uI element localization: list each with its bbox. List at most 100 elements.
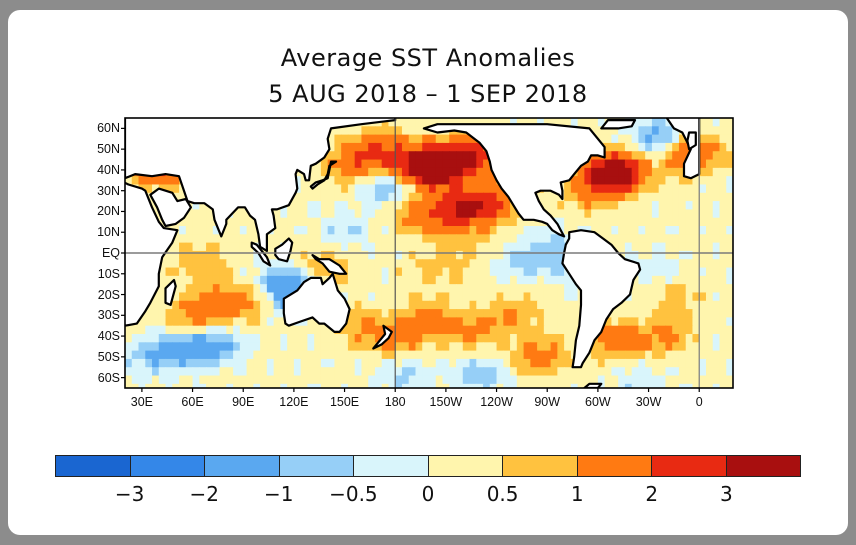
anomaly-cell <box>685 217 694 227</box>
anomaly-cell <box>678 142 687 152</box>
anomaly-cell <box>604 226 612 235</box>
anomaly-cell <box>158 176 167 186</box>
anomaly-cell <box>422 118 430 127</box>
anomaly-cell <box>530 259 538 269</box>
anomaly-cell <box>537 226 545 235</box>
anomaly-cell <box>374 134 383 144</box>
anomaly-cell <box>483 250 491 260</box>
anomaly-cell <box>489 267 498 277</box>
anomaly-cell <box>591 209 599 219</box>
anomaly-cell <box>705 275 714 285</box>
anomaly-cell <box>415 126 423 136</box>
anomaly-cell <box>408 259 417 269</box>
anomaly-cell <box>327 134 336 144</box>
anomaly-cell <box>192 342 200 352</box>
anomaly-cell <box>307 317 315 327</box>
anomaly-cell <box>489 325 498 335</box>
anomaly-cell <box>354 126 363 136</box>
anomaly-cell <box>361 184 369 194</box>
anomaly-cell <box>564 201 572 210</box>
anomaly-cell <box>287 217 295 227</box>
anomaly-cell <box>658 184 667 194</box>
anomaly-cell <box>543 267 552 277</box>
anomaly-cell <box>456 383 464 388</box>
anomaly-cell <box>685 275 694 285</box>
anomaly-cell <box>192 259 200 269</box>
anomaly-cell <box>685 234 694 244</box>
anomaly-cell <box>361 134 369 144</box>
anomaly-cell <box>206 317 214 327</box>
anomaly-cell <box>152 300 160 310</box>
anomaly-cell <box>341 134 349 144</box>
anomaly-cell <box>212 350 221 360</box>
anomaly-cell <box>388 259 396 269</box>
anomaly-cell <box>287 367 295 377</box>
anomaly-cell <box>334 126 342 136</box>
anomaly-cell <box>537 292 545 302</box>
anomaly-cell <box>388 242 396 252</box>
lon-label: 180 <box>384 395 406 409</box>
anomaly-cell <box>597 375 606 385</box>
anomaly-cell <box>483 217 491 227</box>
anomaly-cell <box>665 334 673 343</box>
anomaly-cell <box>692 292 700 302</box>
anomaly-cell <box>172 234 180 244</box>
anomaly-cell <box>354 142 363 152</box>
anomaly-cell <box>273 358 281 368</box>
anomaly-cell <box>672 167 680 177</box>
anomaly-cell <box>239 292 248 302</box>
anomaly-cell <box>381 367 390 377</box>
anomaly-cell <box>327 167 336 177</box>
anomaly-cell <box>476 201 484 210</box>
anomaly-cell <box>307 250 315 260</box>
anomaly-cell <box>341 151 349 161</box>
anomaly-cell <box>665 250 673 260</box>
anomaly-cell <box>415 300 423 310</box>
anomaly-cell <box>422 250 430 260</box>
anomaly-cell <box>246 317 254 327</box>
anomaly-cell <box>685 226 694 235</box>
anomaly-cell <box>685 209 694 219</box>
anomaly-cell <box>550 275 558 285</box>
anomaly-cell <box>307 209 315 219</box>
anomaly-cell <box>462 167 471 177</box>
anomaly-cell <box>678 250 687 260</box>
anomaly-cell <box>185 375 194 385</box>
anomaly-cell <box>611 358 619 368</box>
anomaly-cell <box>577 176 585 186</box>
anomaly-cell <box>374 234 383 244</box>
anomaly-cell <box>638 234 646 244</box>
anomaly-cell <box>658 317 667 327</box>
anomaly-cell <box>510 275 518 285</box>
anomaly-cell <box>320 184 329 194</box>
anomaly-cell <box>611 226 619 235</box>
anomaly-cell <box>449 259 457 269</box>
anomaly-cell <box>456 151 464 161</box>
anomaly-cell <box>685 176 694 186</box>
anomaly-cell <box>172 267 180 277</box>
anomaly-cell <box>199 284 207 294</box>
anomaly-cell <box>185 275 194 285</box>
anomaly-cell <box>401 334 410 343</box>
anomaly-cell <box>388 217 396 227</box>
anomaly-cell <box>395 151 403 161</box>
anomaly-cell <box>557 234 565 244</box>
anomaly-cell <box>584 159 592 169</box>
anomaly-cell <box>185 242 194 252</box>
anomaly-cell <box>584 375 592 385</box>
anomaly-cell <box>233 267 241 277</box>
anomaly-cell <box>516 300 525 310</box>
anomaly-cell <box>483 201 491 210</box>
anomaly-cell <box>442 176 450 186</box>
anomaly-cell <box>368 267 376 277</box>
anomaly-cell <box>672 126 680 136</box>
anomaly-cell <box>354 267 363 277</box>
anomaly-cell <box>719 300 727 310</box>
anomaly-cell <box>456 167 464 177</box>
anomaly-cell <box>719 317 727 327</box>
anomaly-cell <box>219 284 227 294</box>
anomaly-cell <box>408 118 417 127</box>
anomaly-cell <box>618 134 626 144</box>
anomaly-cell <box>645 201 653 210</box>
anomaly-cell <box>287 267 295 277</box>
